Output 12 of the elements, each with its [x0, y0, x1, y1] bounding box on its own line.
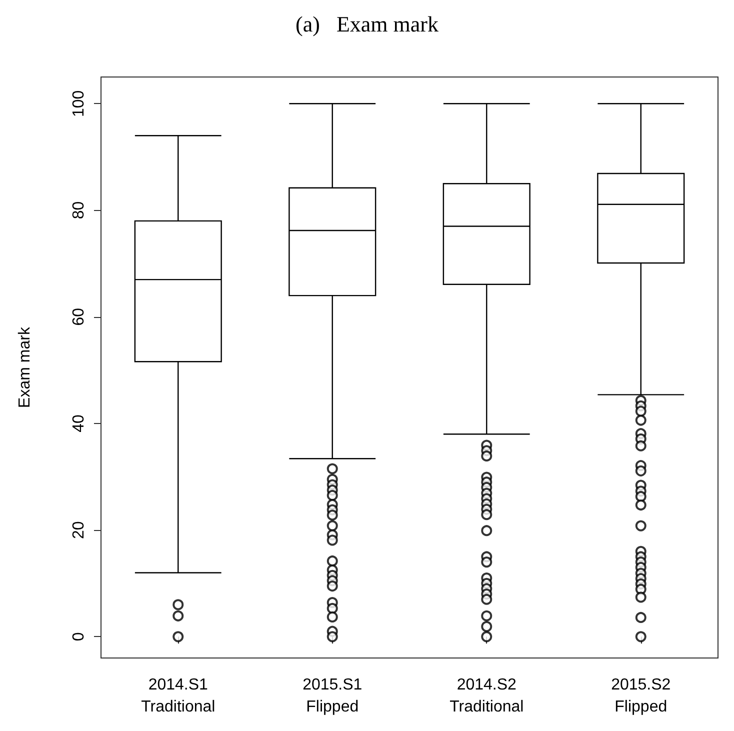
x-tick-label: 2014.S1 Traditional — [141, 676, 216, 716]
y-tick-label: 0 — [70, 632, 88, 642]
chart-title: (a) Exam mark — [296, 12, 438, 36]
y-tick-label: 100 — [70, 90, 88, 118]
y-tick-label: 80 — [70, 201, 88, 220]
y-tick-label: 20 — [70, 521, 88, 539]
y-tick-label: 40 — [70, 414, 88, 432]
x-tick-label: 2015.S1 Flipped — [302, 676, 362, 716]
x-tick-label: 2014.S2 Traditional — [450, 676, 524, 716]
y-axis-title: Exam mark — [16, 326, 34, 408]
x-tick-label: 2015.S2 Flipped — [611, 676, 671, 716]
y-tick-label: 60 — [70, 308, 88, 326]
